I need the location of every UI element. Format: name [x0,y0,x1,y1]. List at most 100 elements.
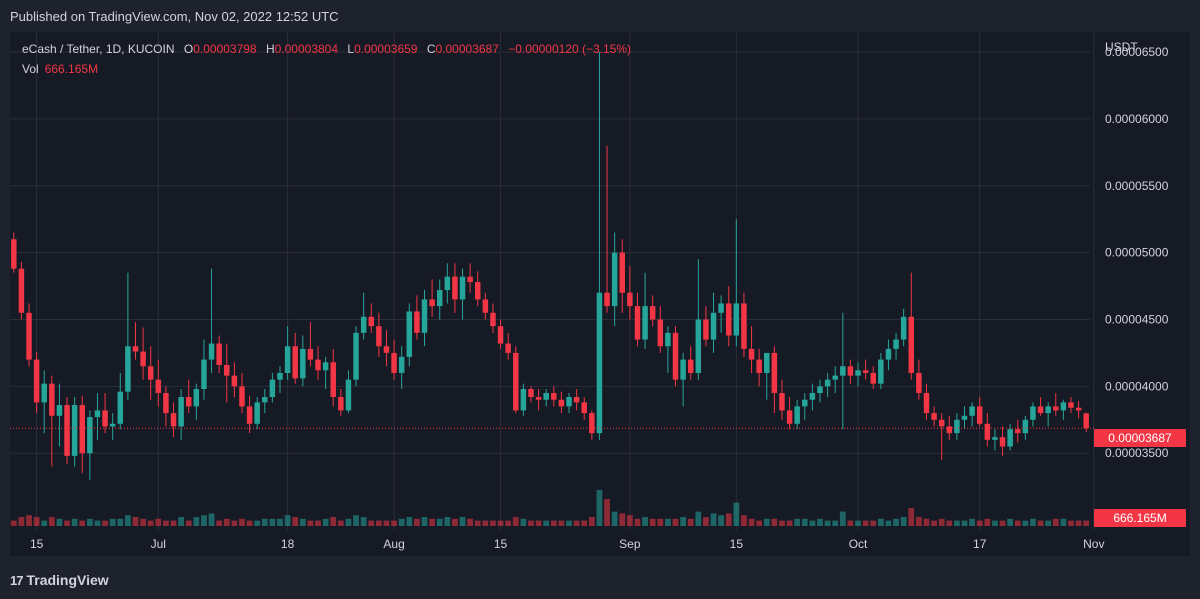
volume-bar [1030,518,1036,526]
volume-bar [421,517,428,526]
candle-body [817,386,823,394]
volume-bar [763,518,770,526]
candle-body [999,437,1006,447]
y-tick-label: 0.00004000 [1105,379,1169,393]
candle-body [847,366,854,376]
candle-body [87,417,93,454]
candle-body [444,276,451,291]
candle-body [147,366,154,380]
volume-bar [779,520,785,526]
symbol-name: eCash / Tether, 1D, KUCOIN [22,42,175,56]
candle-body [467,276,473,283]
candle-body [878,359,884,384]
candle-body [649,306,656,320]
candle-body [330,362,336,398]
volume-bar [550,520,557,526]
candle-body [627,292,633,307]
candle-body [18,268,25,313]
volume-bar [946,520,953,526]
candle-body [368,316,375,327]
candle-body [436,290,443,307]
candle-body [201,359,207,390]
volume-bar [86,518,93,526]
candle-body [231,375,238,387]
volume-bar [824,520,831,526]
volume-bar [231,520,238,526]
volume-bar [102,520,108,526]
volume-bar [558,520,565,526]
volume-bar [178,517,185,526]
volume-bar [147,520,154,526]
candle-body [79,405,85,454]
open-label: O [183,42,194,56]
candle-body [391,352,397,373]
volume-bar [771,518,778,526]
symbol-legend: eCash / Tether, 1D, KUCOIN O0.00003798 H… [22,42,631,56]
x-tick-label: 18 [281,537,295,551]
volume-bar [893,518,899,526]
volume-bar [414,518,420,526]
volume-bar [733,502,740,526]
candle-body [140,351,146,367]
candle-body [596,292,603,434]
candle-body [923,393,930,414]
y-tick-label: 0.00006500 [1105,45,1169,59]
volume-bar [512,517,519,526]
candle-body [505,343,511,353]
volume-bar [1068,520,1074,526]
candle-body [475,282,481,300]
volume-bar [915,517,922,526]
candle-body [573,397,580,403]
candle-body [269,379,276,398]
volume-bar [1007,518,1014,526]
candle-body [748,348,755,360]
volume-bar [581,520,588,526]
volume-bar [604,499,610,526]
candle-body [710,312,717,340]
volume-bar [809,520,816,526]
volume-bar [992,520,998,526]
volume-bar [208,513,215,526]
volume-bar [452,518,458,526]
tradingview-logo[interactable]: 17 TradingView [10,572,109,588]
x-tick-label: Jul [151,537,166,551]
candle-body [178,397,184,427]
candle-body [946,426,953,434]
candle-body [885,348,892,360]
volume-bar [406,517,413,526]
volume-bar [444,517,451,526]
candle-body [566,397,572,407]
candle-body [931,413,937,420]
volume-bar [566,520,572,526]
volume-bar [634,518,641,526]
volume-bar [26,515,32,526]
volume-bar [140,518,146,526]
volume-bar [1060,518,1067,526]
candle-body [406,311,413,357]
candle-body [300,348,306,379]
candle-body [1045,406,1051,414]
volume-bar [239,518,245,526]
candle-body [657,319,664,347]
candle-body [520,389,527,411]
candle-body [398,356,405,373]
volume-bar [353,515,359,526]
volume-bar [931,520,937,526]
volume-bar [703,517,709,526]
candle-body [794,406,800,424]
volume-bar [748,518,755,526]
candle-body [1083,413,1089,429]
candle-body [1068,402,1074,408]
volume-bar [436,518,443,526]
volume-bar [870,520,877,526]
candle-body [604,292,610,307]
candle-body [414,311,420,333]
candle-body [353,332,359,380]
volume-bar [170,520,177,526]
change-value: −0.00000120 (−3.15%) [508,42,631,56]
volume-bar [429,518,436,526]
volume-bar [299,518,306,526]
volume-bar [56,518,63,526]
candle-body [893,339,899,349]
